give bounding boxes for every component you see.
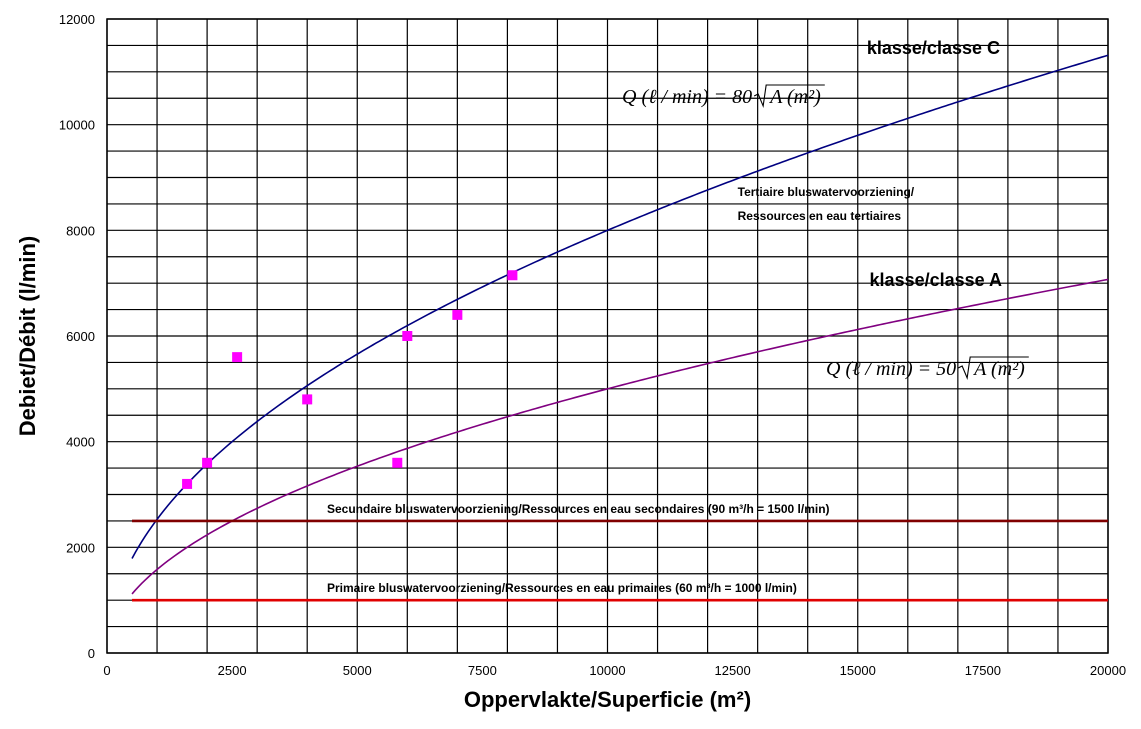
data-point xyxy=(392,457,403,468)
x-tick-label: 15000 xyxy=(840,663,876,678)
data-point xyxy=(507,270,518,281)
x-tick-label: 5000 xyxy=(343,663,372,678)
x-tick-label: 20000 xyxy=(1090,663,1126,678)
y-tick-label: 6000 xyxy=(66,329,95,344)
data-point xyxy=(302,394,313,405)
y-tick-label: 4000 xyxy=(66,435,95,450)
y-tick-label: 12000 xyxy=(59,12,95,27)
secondary-label: Secundaire bluswatervoorziening/Ressourc… xyxy=(327,502,830,516)
tick-labels: 0 2500 5000 7500 10000 12500 15000 17500 20000 0 2… xyxy=(59,12,1126,678)
series-curve-0 xyxy=(131,54,1109,559)
formula-class-a-radicand: A (m²) xyxy=(972,358,1025,380)
data-point xyxy=(202,457,213,468)
formula-class-c-sqrt-sign xyxy=(753,84,825,109)
x-tick-label: 10000 xyxy=(589,663,625,678)
series-layer xyxy=(131,54,1109,602)
plot-border xyxy=(106,18,1109,654)
x-tick-label: 12500 xyxy=(715,663,751,678)
data-point xyxy=(182,478,193,489)
formula-class-c-radicand: A (m²) xyxy=(768,86,821,108)
y-tick-label: 2000 xyxy=(66,540,95,555)
plot-frame xyxy=(106,18,1109,654)
y-tick-label: 10000 xyxy=(59,118,95,133)
major-grid xyxy=(106,18,1109,654)
x-tick-label: 7500 xyxy=(468,663,497,678)
tertiary-label-1: Ressources en eau tertiaires xyxy=(738,209,902,223)
primary-label: Primaire bluswatervoorziening/Ressources… xyxy=(327,581,797,595)
formula-class-a-lhs: Q (ℓ / min) = 50 xyxy=(826,358,956,380)
x-axis-title: Oppervlakte/Superficie (m²) xyxy=(464,687,751,712)
labels: Oppervlakte/Superficie (m²) Debiet/Débit … xyxy=(15,38,1029,712)
class-c-label: klasse/classe C xyxy=(867,38,1000,58)
y-tick-label: 0 xyxy=(88,646,95,661)
formula-class-a-sqrt-sign xyxy=(957,356,1029,381)
x-tick-label: 17500 xyxy=(965,663,1001,678)
class-a-label: klasse/classe A xyxy=(870,270,1002,290)
series-curve-1 xyxy=(131,278,1109,595)
x-tick-label: 0 xyxy=(103,663,110,678)
data-point xyxy=(402,331,413,341)
formula-class-c-lhs: Q (ℓ / min) = 80 xyxy=(622,86,752,108)
data-point xyxy=(232,352,243,363)
formula-class-c: Q (ℓ / min) = 80 A (m²) xyxy=(622,84,825,109)
tertiary-label-0: Tertiaire bluswatervoorziening/ xyxy=(738,185,915,199)
formula-class-a: Q (ℓ / min) = 50 A (m²) xyxy=(826,356,1029,381)
y-tick-label: 8000 xyxy=(66,223,95,238)
x-tick-label: 2500 xyxy=(218,663,247,678)
y-axis-title: Debiet/Débit (l/min) xyxy=(15,236,40,436)
data-point xyxy=(452,309,463,320)
